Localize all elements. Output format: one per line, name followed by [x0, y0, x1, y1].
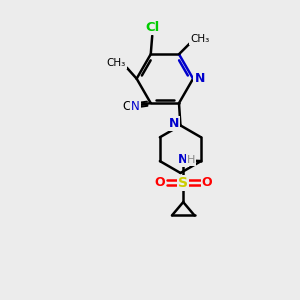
- Text: C: C: [122, 100, 130, 113]
- Text: Cl: Cl: [145, 21, 159, 34]
- Text: N: N: [131, 100, 140, 113]
- Text: O: O: [154, 176, 165, 189]
- Text: N: N: [169, 117, 179, 130]
- Text: O: O: [202, 176, 212, 189]
- Text: CH₃: CH₃: [190, 34, 209, 44]
- Text: CH₃: CH₃: [107, 58, 126, 68]
- Text: N: N: [178, 153, 188, 167]
- Text: H: H: [187, 155, 195, 165]
- Text: S: S: [178, 176, 188, 190]
- Text: N: N: [194, 72, 205, 85]
